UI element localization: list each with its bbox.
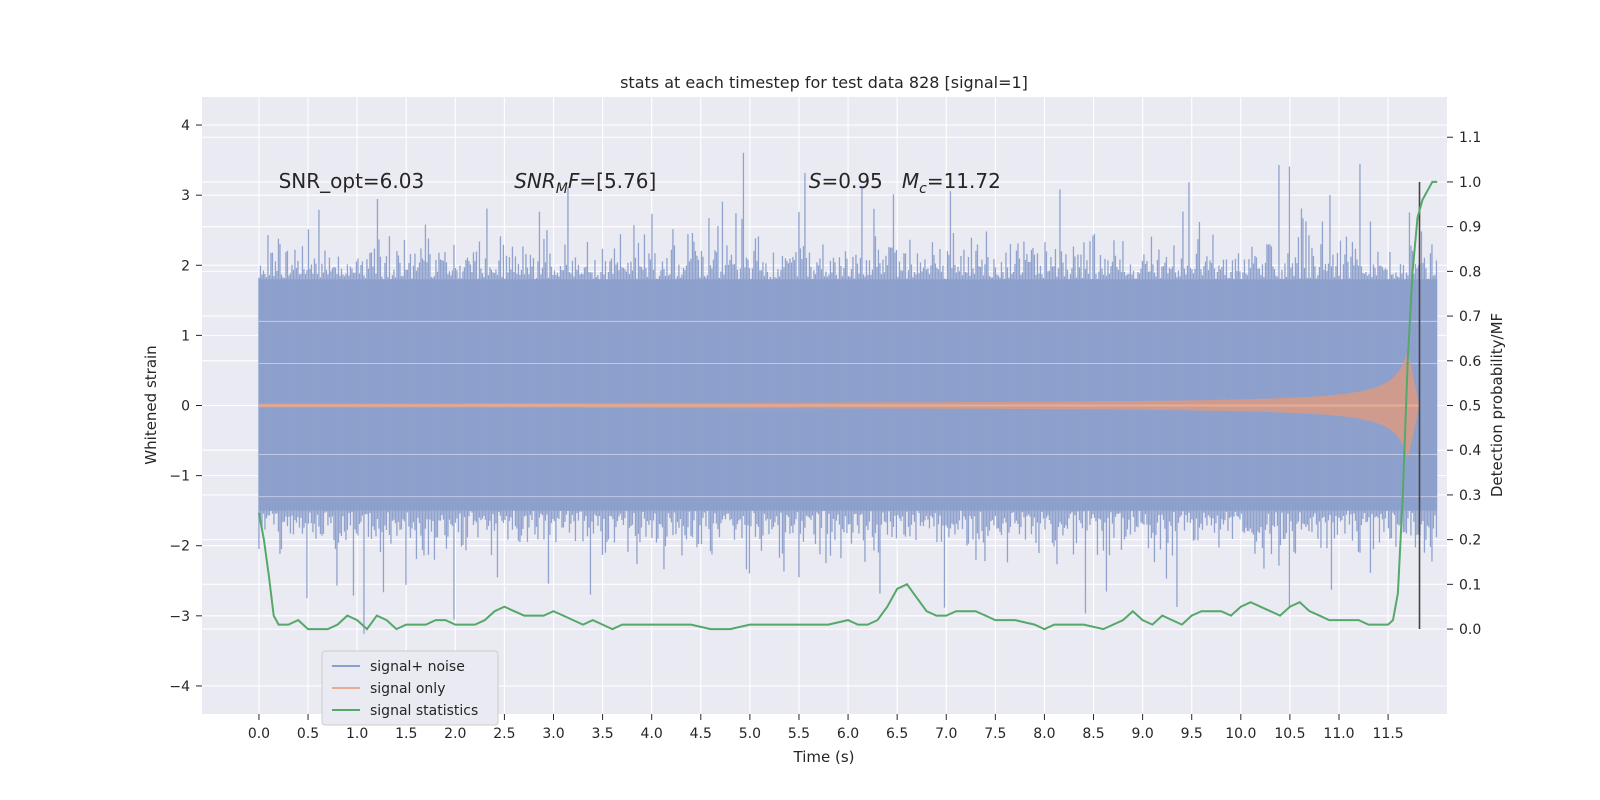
y-tick-label: −2 [169,539,190,555]
legend-box [321,650,499,726]
x-tick-label: 7.5 [984,726,1006,742]
y-tick-label: 0 [181,399,190,415]
right-y-axis-label: Detection probability/MF [1488,313,1506,497]
y-tick-label: 3 [181,188,190,204]
signal-only-series [258,350,1420,458]
x-tick-label: 5.5 [788,726,810,742]
right-y-tick-label: 0.5 [1459,399,1481,415]
y-tick-label: −3 [169,609,190,625]
x-tick-label: 2.0 [444,726,466,742]
annotations: SNR_opt=6.03 SNRMF=[5.76] S=0.95 Mc=11.72 [279,169,1001,197]
x-axis-ticks: 0.0 0.5 1.0 1.5 2.0 2.5 3.0 3.5 4.0 4.5 5.0 5.5 6.0 6… [248,714,1404,742]
y-tick-label: 4 [181,118,190,134]
right-y-tick-label: 0.3 [1459,488,1481,504]
signal-only-chirp [258,350,1420,458]
right-y-tick-label: 1.0 [1459,175,1481,191]
annotation-snr-mf: SNRMF=[5.76] [514,169,656,197]
legend-label-signal-plus-noise: signal+ noise [370,659,465,675]
right-y-tick-label: 0.2 [1459,533,1481,549]
y-tick-label: 2 [181,258,190,274]
chart-title: stats at each timestep for test data 828… [620,73,1028,92]
x-tick-label: 7.0 [935,726,957,742]
y-axis-ticks: −4 −3 −2 −1 0 1 2 3 4 [169,118,202,695]
x-tick-label: 5.0 [739,726,761,742]
x-tick-label: 11.0 [1323,726,1354,742]
x-tick-label: 0.0 [248,726,270,742]
legend-label-signal-only: signal only [370,681,445,697]
x-tick-label: 3.5 [591,726,613,742]
y-tick-label: −4 [169,679,190,695]
right-y-tick-label: 0.7 [1459,309,1481,325]
x-tick-label: 0.5 [297,726,319,742]
x-tick-label: 10.5 [1274,726,1305,742]
x-tick-label: 9.5 [1181,726,1203,742]
x-tick-label: 2.5 [493,726,515,742]
right-y-tick-label: 0.4 [1459,443,1481,459]
right-y-tick-label: 1.1 [1459,130,1481,146]
right-y-axis-ticks: 0.0 0.1 0.2 0.3 0.4 0.5 0.6 0.7 0.8 0.9 1.0 1.1 [1447,130,1481,638]
x-tick-label: 4.5 [690,726,712,742]
y-axis-label: Whitened strain [142,345,160,464]
right-y-tick-label: 0.0 [1459,622,1481,638]
right-y-tick-label: 0.6 [1459,354,1481,370]
signal-statistics-series [257,180,1438,631]
x-tick-label: 9.0 [1131,726,1153,742]
x-tick-label: 1.0 [346,726,368,742]
x-tick-label: 8.0 [1033,726,1055,742]
legend-label-signal-statistics: signal statistics [370,703,478,719]
right-y-tick-label: 0.1 [1459,577,1481,593]
x-tick-label: 11.5 [1373,726,1404,742]
right-y-tick-label: 0.9 [1459,220,1481,236]
x-tick-label: 1.5 [395,726,417,742]
right-y-tick-label: 0.8 [1459,264,1481,280]
x-tick-label: 6.5 [886,726,908,742]
y-tick-label: −1 [169,469,190,485]
annotation-s-mc: S=0.95 Mc=11.72 [809,169,1001,197]
x-axis-label: Time (s) [793,748,855,766]
x-tick-label: 8.5 [1082,726,1104,742]
legend: signal+ noise signal only signal statist… [321,650,499,726]
x-tick-label: 10.0 [1225,726,1256,742]
y-tick-label: 1 [181,328,190,344]
signal-plus-noise-series [258,152,1438,634]
annotation-snr-opt: SNR_opt=6.03 [279,169,425,193]
x-tick-label: 3.0 [542,726,564,742]
x-tick-label: 4.0 [641,726,663,742]
x-tick-label: 6.0 [837,726,859,742]
